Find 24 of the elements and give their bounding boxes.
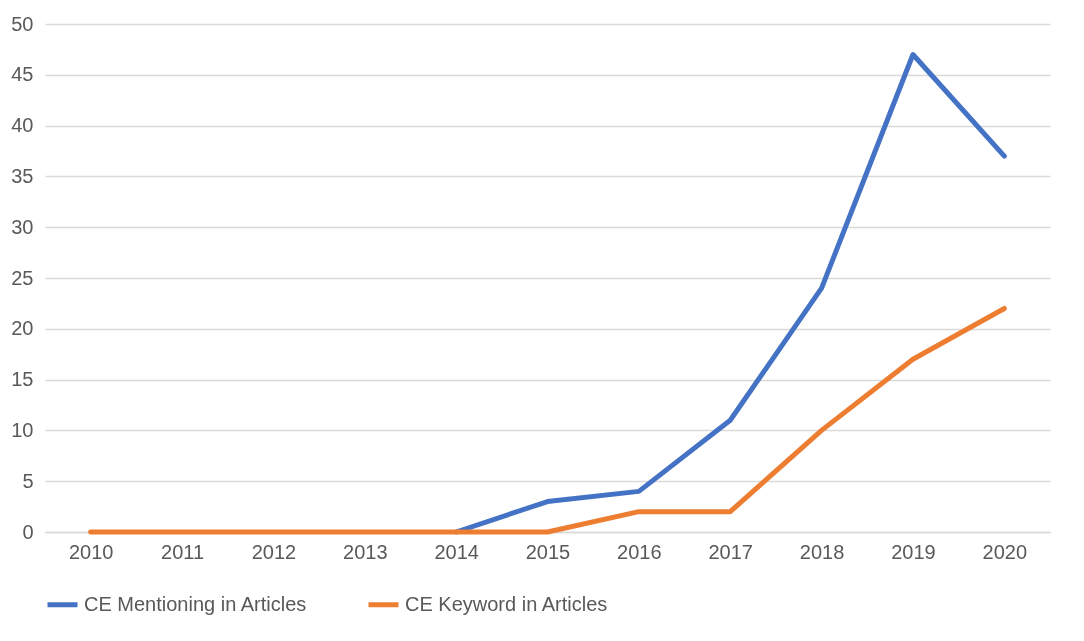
y-tick-label: 45 bbox=[11, 63, 34, 86]
y-tick-label: 30 bbox=[11, 215, 34, 238]
y-tick-label: 40 bbox=[11, 114, 34, 137]
x-tick-label: 2016 bbox=[617, 540, 662, 563]
x-tick-label: 2020 bbox=[982, 540, 1028, 563]
y-tick-label: 15 bbox=[11, 368, 34, 391]
x-tick-label: 2014 bbox=[434, 540, 479, 563]
y-tick-label: 10 bbox=[11, 418, 34, 441]
x-tick-label: 2010 bbox=[68, 540, 114, 563]
y-tick-label: 5 bbox=[22, 469, 34, 492]
y-tick-label: 50 bbox=[11, 12, 34, 35]
x-tick-label: 2018 bbox=[799, 540, 845, 563]
y-tick-label: 35 bbox=[11, 164, 34, 187]
x-tick-label: 2015 bbox=[525, 540, 571, 563]
x-tick-label: 2019 bbox=[891, 540, 936, 563]
legend-label: CE Mentioning in Articles bbox=[84, 592, 307, 615]
x-tick-label: 2013 bbox=[343, 540, 388, 563]
x-tick-label: 2012 bbox=[251, 540, 297, 563]
legend-label: CE Keyword in Articles bbox=[405, 592, 608, 615]
x-tick-label: 2017 bbox=[708, 540, 753, 563]
x-tick-label: 2011 bbox=[161, 540, 205, 563]
y-tick-label: 20 bbox=[11, 317, 34, 340]
y-tick-label: 25 bbox=[11, 266, 34, 289]
y-tick-label: 0 bbox=[22, 520, 34, 543]
